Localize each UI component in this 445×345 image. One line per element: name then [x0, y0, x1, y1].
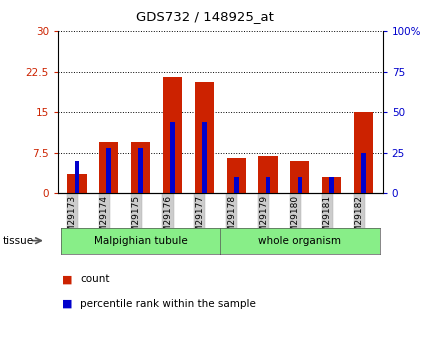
Text: GSM29175: GSM29175 — [132, 195, 141, 244]
Bar — [234, 177, 239, 193]
Text: GSM29176: GSM29176 — [163, 195, 173, 244]
Text: GSM29178: GSM29178 — [227, 195, 236, 244]
Bar — [322, 177, 341, 193]
Bar — [259, 156, 278, 193]
Bar — [75, 161, 79, 193]
Text: GSM29179: GSM29179 — [259, 195, 268, 244]
Text: GSM29174: GSM29174 — [100, 195, 109, 244]
Text: tissue: tissue — [2, 236, 33, 246]
Bar — [354, 112, 373, 193]
Bar — [298, 177, 302, 193]
Bar — [227, 158, 246, 193]
Text: GSM29173: GSM29173 — [68, 195, 77, 244]
Text: GSM29177: GSM29177 — [195, 195, 204, 244]
Bar — [361, 152, 366, 193]
Bar — [131, 142, 150, 193]
Bar — [202, 122, 207, 193]
Text: ■: ■ — [62, 275, 73, 284]
Bar — [99, 142, 118, 193]
Text: GDS732 / 148925_at: GDS732 / 148925_at — [136, 10, 274, 23]
Bar — [67, 174, 86, 193]
Text: GSM29182: GSM29182 — [355, 195, 364, 244]
Bar — [195, 82, 214, 193]
Text: whole organism: whole organism — [259, 236, 341, 246]
Bar — [138, 148, 143, 193]
Text: ■: ■ — [62, 299, 73, 308]
Text: GSM29180: GSM29180 — [291, 195, 300, 244]
Bar — [329, 177, 334, 193]
Text: percentile rank within the sample: percentile rank within the sample — [80, 299, 256, 308]
Bar — [290, 161, 309, 193]
Text: GSM29181: GSM29181 — [323, 195, 332, 244]
Text: Malpighian tubule: Malpighian tubule — [94, 236, 187, 246]
Text: count: count — [80, 275, 109, 284]
Bar — [266, 177, 271, 193]
Bar — [106, 148, 111, 193]
Bar — [163, 77, 182, 193]
Bar — [170, 122, 175, 193]
